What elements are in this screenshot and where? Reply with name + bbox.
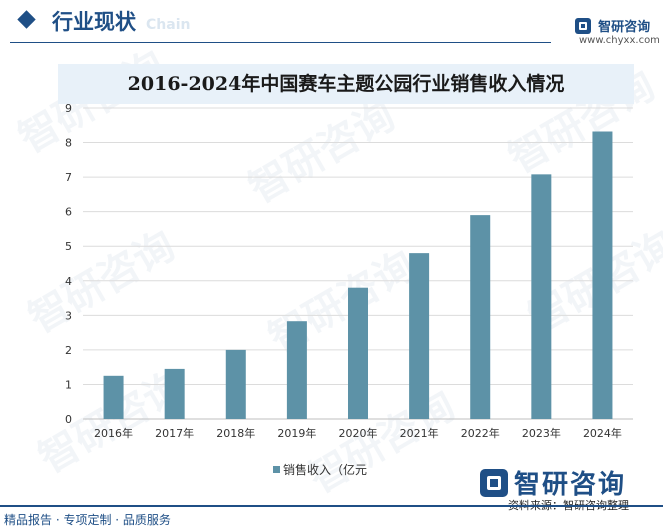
x-tick-label: 2021年 xyxy=(400,426,439,440)
brand-bottom: 智研咨询 xyxy=(480,464,626,501)
y-tick-label: 7 xyxy=(65,171,72,184)
bar xyxy=(531,174,552,419)
brand-name: 智研咨询 xyxy=(598,20,651,35)
x-tick-label: 2020年 xyxy=(339,426,378,440)
y-tick-label: 2 xyxy=(65,344,72,357)
section-subtitle: Chain xyxy=(146,17,191,33)
x-tick-label: 2018年 xyxy=(216,426,255,440)
bar xyxy=(409,253,430,419)
y-tick-label: 0 xyxy=(65,413,72,426)
legend: 销售收入（亿元 xyxy=(273,461,367,478)
y-tick-label: 8 xyxy=(65,137,72,150)
bar-chart: 0 1 2 3 4 5 6 7 8 9 2016年 2017年 2018年 2019年 2020年 2021年… xyxy=(65,102,633,440)
y-tick-label: 4 xyxy=(65,275,72,288)
chart-title-bar: 2016-2024年中国赛车主题公园行业销售收入情况 xyxy=(58,64,634,104)
brand-logo-icon xyxy=(480,468,508,497)
y-tick-label: 1 xyxy=(65,378,72,391)
x-tick-label: 2016年 xyxy=(94,426,133,440)
header-divider xyxy=(10,42,551,43)
x-tick-label: 2022年 xyxy=(461,426,500,440)
y-tick-label: 9 xyxy=(65,102,72,115)
bar xyxy=(164,368,185,419)
bar xyxy=(225,349,246,419)
diamond-icon xyxy=(17,10,36,29)
brand-logo-icon xyxy=(575,17,591,34)
bar xyxy=(592,131,613,419)
chart-title: 2016-2024年中国赛车主题公园行业销售收入情况 xyxy=(127,73,565,95)
brand-top: 智研咨询 xyxy=(575,15,650,35)
x-tick-label: 2024年 xyxy=(583,426,622,440)
footer-divider xyxy=(0,505,663,507)
legend-swatch xyxy=(273,466,280,473)
y-tick-label: 3 xyxy=(65,309,72,322)
x-tick-label: 2019年 xyxy=(277,426,316,440)
brand-name: 智研咨询 xyxy=(514,470,627,500)
y-tick-label: 6 xyxy=(65,206,72,219)
section-title: 行业现状 xyxy=(52,10,136,34)
x-tick-label: 2017年 xyxy=(155,426,194,440)
legend-label: 销售收入（亿元 xyxy=(283,463,368,477)
y-tick-label: 5 xyxy=(65,240,72,253)
bar xyxy=(470,215,491,419)
bar xyxy=(348,287,368,419)
bar xyxy=(286,321,307,419)
header: 行业现状 Chain 智研咨询 www.chyxx.com xyxy=(0,0,663,48)
brand-url: www.chyxx.com xyxy=(579,35,660,46)
footer-tagline: 精品报告 · 专项定制 · 品质服务 xyxy=(4,513,171,527)
bar xyxy=(103,375,124,419)
x-tick-label: 2023年 xyxy=(522,426,561,440)
